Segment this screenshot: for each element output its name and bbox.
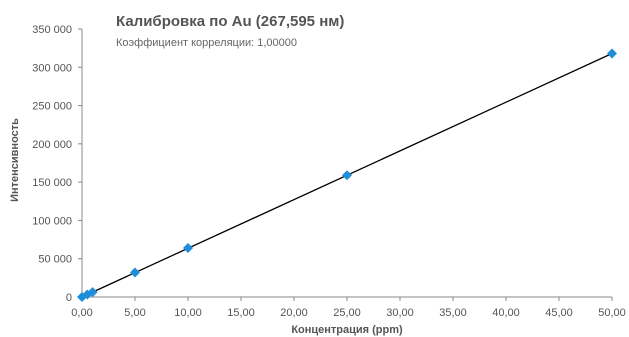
x-tick-label: 0,00 <box>71 307 92 319</box>
y-tick-label: 50 000 <box>38 254 72 266</box>
x-tick-label: 10,00 <box>174 307 202 319</box>
data-point-diamond <box>342 170 352 181</box>
data-point-diamond <box>87 287 98 298</box>
y-tick-label: 150 000 <box>32 177 72 189</box>
x-tick-label: 40,00 <box>492 307 520 319</box>
x-tick-label: 15,00 <box>227 307 255 319</box>
x-tick-label: 20,00 <box>280 307 308 319</box>
y-axis: 0 50 000 100 000 150 000 200 000 250 000 300 0… <box>32 24 83 304</box>
x-tick-label: 30,00 <box>386 307 414 319</box>
x-tick-label: 35,00 <box>439 307 467 319</box>
chart-title: Калибровка по Au (267,595 нм) <box>116 13 344 30</box>
y-tick-label: 250 000 <box>32 101 72 113</box>
chart-subtitle: Коэффициент корреляции: 1,00000 <box>116 37 297 49</box>
x-tick-label: 5,00 <box>124 307 145 319</box>
y-axis-title: Интенсивность <box>9 118 21 202</box>
x-tick-label: 25,00 <box>333 307 361 319</box>
data-point-diamond <box>607 48 617 59</box>
data-point-diamond <box>183 242 193 253</box>
y-tick-label: 200 000 <box>32 139 72 151</box>
x-tick-label: 50,00 <box>598 307 626 319</box>
y-tick-label: 300 000 <box>32 62 72 74</box>
data-point-diamond <box>130 267 140 278</box>
data-points <box>77 48 617 302</box>
y-tick-label: 350 000 <box>32 24 72 36</box>
y-tick-label: 0 <box>66 292 72 304</box>
y-tick-label: 100 000 <box>32 215 72 227</box>
x-axis-title: Концентрация (ppm) <box>291 324 403 336</box>
x-axis: 0,00 5,00 10,00 15,00 20,00 25,00 30,00 35,00 40… <box>71 296 626 319</box>
x-tick-label: 45,00 <box>545 307 573 319</box>
